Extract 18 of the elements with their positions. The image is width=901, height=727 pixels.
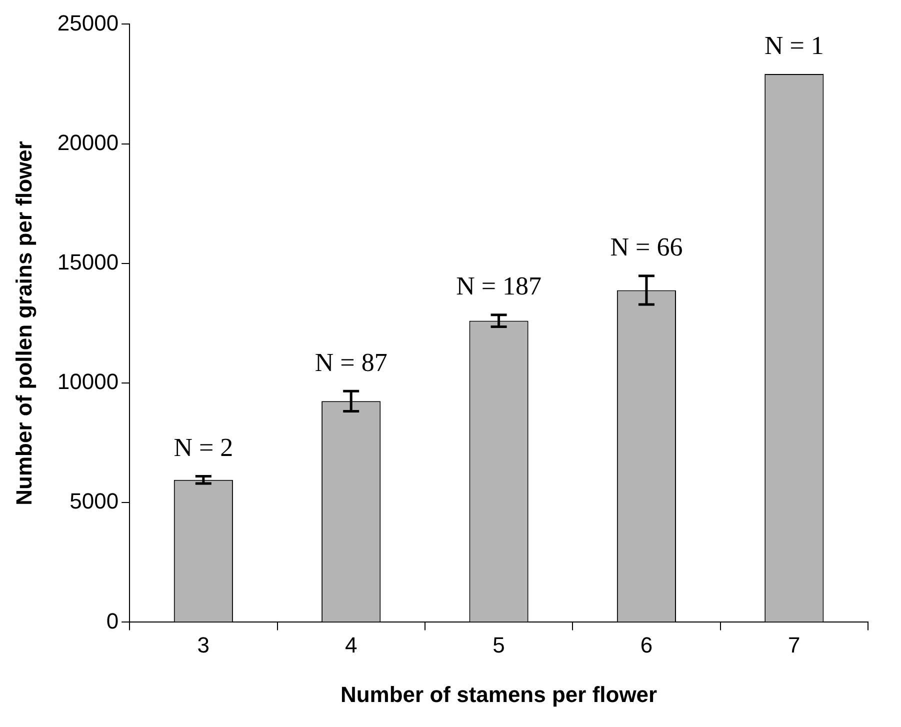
annotation: N = 1 [764,30,824,60]
y-axis-title: Number of pollen grains per flower [11,140,36,506]
x-tick-label: 5 [492,632,505,658]
annotation: N = 66 [610,232,683,262]
y-tick-label: 25000 [57,10,119,36]
x-tick-label: 3 [197,632,210,658]
annotation: N = 187 [456,272,542,301]
y-tick-label: 10000 [57,369,119,394]
x-tick-label: 4 [344,632,358,658]
x-axis-title: Number of stamens per flower [340,682,658,707]
x-tick-label: 6 [640,632,653,658]
annotation: N = 87 [314,348,388,377]
y-tick-label: 0 [106,608,119,634]
y-tick-label: 5000 [70,488,119,514]
y-tick-label: 15000 [57,249,119,274]
x-tick-label: 7 [788,632,800,658]
y-tick-label: 20000 [57,130,119,155]
annotation: N = 2 [174,433,234,462]
